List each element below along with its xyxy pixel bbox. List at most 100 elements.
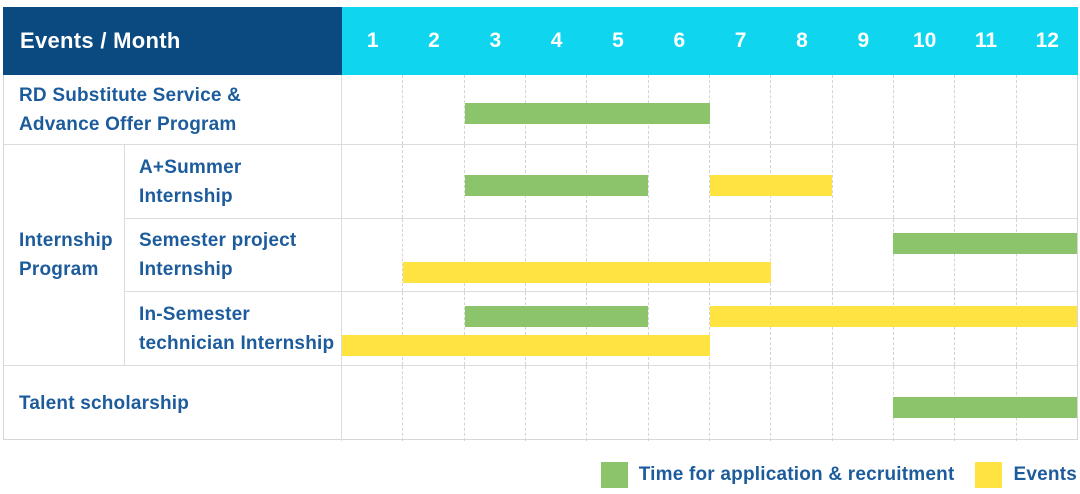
row-semester-project: Semester project Internship: [125, 219, 1077, 292]
grid-cell: [647, 145, 709, 218]
event-bar: [709, 306, 1077, 327]
month-header-cell: 9: [857, 29, 870, 52]
grid-cell: [1015, 292, 1077, 365]
row-talent-scholarship: Talent scholarship: [4, 366, 1077, 441]
group-label-line: Internship: [19, 230, 113, 251]
yellow-swatch-icon: [975, 462, 1003, 488]
row-label-line: Advance Offer Program: [19, 113, 237, 135]
timeline-talent-scholarship: [342, 366, 1077, 441]
grid-cell: [342, 145, 402, 218]
grid-cell: [463, 145, 525, 218]
month-header-cell: 12: [1035, 29, 1059, 52]
grid-cell: [831, 366, 893, 441]
timeline-in-semester-technician: [342, 292, 1077, 365]
grid-cell: [954, 75, 1015, 144]
grid-cell: [770, 219, 831, 291]
group-label-internship-program: Internship Program: [4, 145, 125, 365]
grid-cell: [402, 366, 463, 441]
grid-cell: [954, 219, 1015, 291]
grid-cell: [708, 219, 770, 291]
grid-cell: [402, 145, 463, 218]
grid-cell: [586, 366, 647, 441]
grid-cell: [954, 292, 1015, 365]
group-label-line: Program: [19, 259, 99, 280]
grid-cell: [647, 292, 709, 365]
application-recruitment-bar: [464, 174, 649, 196]
table-title: Events / Month: [20, 28, 181, 53]
legend: Time for application & recruitment Events: [600, 461, 1077, 489]
table-header-row: Events / Month 1 2 3 4 5 6 7 8 9 10 11 12: [3, 7, 1078, 75]
grid-cell: [524, 366, 586, 441]
grid-cell: [463, 292, 525, 365]
grid-cell: [831, 145, 893, 218]
row-label-line: Talent scholarship: [19, 393, 190, 414]
grid-cell: [402, 292, 463, 365]
timeline-semester-project: [342, 219, 1077, 291]
grid-cell: [1015, 75, 1077, 144]
grid-cell: [463, 219, 525, 291]
schedule-table: Events / Month 1 2 3 4 5 6 7 8 9 10 11 12 RD Substi…: [3, 7, 1078, 441]
grid-cell: [831, 75, 893, 144]
month-header-cell: 2: [428, 29, 440, 52]
legend-label: Time for application & recruitment: [638, 464, 955, 485]
grid-cell: [708, 292, 770, 365]
grid-cell: [954, 145, 1015, 218]
row-label-semester-project: Semester project Internship: [125, 219, 342, 291]
timeline-rd-substitute: [342, 75, 1077, 144]
grid-cell: [892, 75, 954, 144]
row-label-line: Internship: [139, 259, 233, 280]
row-label-line: Internship: [139, 185, 233, 207]
month-header-cell: 8: [796, 29, 808, 52]
grid-cell: [647, 219, 709, 291]
grid-cell: [463, 75, 525, 144]
application-recruitment-bar: [464, 102, 710, 124]
row-label-line: technician Internship: [139, 332, 335, 354]
month-header-cell: 11: [974, 29, 998, 52]
grid-cell: [708, 75, 770, 144]
event-bar: [709, 174, 832, 196]
grid-cell: [708, 145, 770, 218]
grid-cell: [831, 292, 893, 365]
legend-label: Events: [1013, 464, 1077, 485]
application-recruitment-bar: [893, 233, 1077, 254]
month-header-cell: 6: [673, 29, 686, 52]
row-in-semester-technician: In-Semester technician Internship: [125, 292, 1077, 365]
grid-cell: [402, 219, 463, 291]
legend-item: Events: [975, 462, 1077, 488]
row-a-plus-summer: A+Summer Internship: [125, 145, 1077, 219]
grid-cell: [586, 219, 647, 291]
green-swatch-icon: [600, 462, 628, 488]
month-header-cell: 4: [550, 29, 563, 52]
row-rd-substitute: RD Substitute Service & Advance Offer Pr…: [4, 75, 1077, 145]
month-header-cell: 7: [734, 29, 747, 52]
row-label-line: A+Summer: [139, 156, 242, 178]
month-header-cell: 3: [489, 29, 502, 52]
row-label-line: In-Semester: [139, 303, 250, 325]
month-header-row: 1 2 3 4 5 6 7 8 9 10 11 12: [342, 7, 1078, 75]
legend-item: Time for application & recruitment: [600, 462, 955, 488]
grid-cell: [1015, 145, 1077, 218]
event-bar: [403, 262, 771, 283]
row-label-line: Semester project: [139, 230, 297, 251]
grid-cell: [1015, 219, 1077, 291]
event-bar: [342, 335, 710, 356]
grid-cell: [342, 219, 402, 291]
grid-cell: [342, 75, 402, 144]
grid-cell: [463, 366, 525, 441]
grid-cell: [402, 75, 463, 144]
internship-program-group: Internship Program A+Summer Internship S…: [4, 145, 1077, 366]
row-label-in-semester-technician: In-Semester technician Internship: [125, 292, 342, 365]
row-label-talent-scholarship: Talent scholarship: [4, 366, 342, 441]
application-recruitment-bar: [464, 306, 649, 327]
table-header-title-cell: Events / Month: [3, 7, 342, 75]
row-label-rd-substitute: RD Substitute Service & Advance Offer Pr…: [4, 75, 342, 144]
internship-program-rows: A+Summer Internship Semester project Int…: [125, 145, 1077, 365]
row-label-a-plus-summer: A+Summer Internship: [125, 145, 342, 218]
grid-cell: [892, 292, 954, 365]
grid-cell: [770, 75, 831, 144]
grid-cell: [647, 366, 709, 441]
month-header-cell: 1: [366, 29, 379, 52]
grid-cell: [770, 366, 831, 441]
row-label-line: RD Substitute Service &: [19, 84, 242, 106]
grid-cell: [524, 219, 586, 291]
